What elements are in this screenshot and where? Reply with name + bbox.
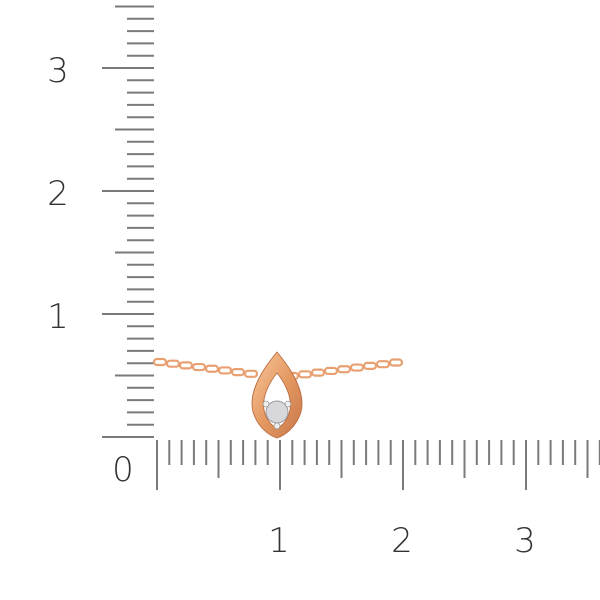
chain-link xyxy=(323,366,339,376)
chain-link xyxy=(217,366,233,375)
ruler-label-v2: 2 xyxy=(47,174,69,214)
chain-link xyxy=(178,361,194,370)
prong xyxy=(284,400,292,408)
ruler-label-v1: 1 xyxy=(47,297,69,337)
ruler-label-h2: 2 xyxy=(391,521,413,561)
chain-link xyxy=(349,363,365,372)
chain-link xyxy=(230,368,246,377)
ruler-label-h1: 1 xyxy=(268,521,290,561)
chain-link xyxy=(204,364,220,373)
chain-link xyxy=(362,361,378,370)
chain-link xyxy=(243,369,259,378)
chain-link xyxy=(388,358,404,367)
prong xyxy=(262,400,270,408)
chain-link xyxy=(165,359,181,368)
chain-link xyxy=(310,368,326,377)
diamond xyxy=(265,400,289,424)
chain xyxy=(152,357,404,381)
chain-link xyxy=(297,370,313,379)
chain-link xyxy=(191,362,207,372)
ruler-label-h3: 3 xyxy=(514,521,536,561)
ruler-label-v3: 3 xyxy=(47,51,69,91)
chain-link xyxy=(152,357,168,367)
vertical-ruler-ticks xyxy=(102,5,154,438)
necklace xyxy=(152,351,404,439)
horizontal-ruler-ticks xyxy=(156,440,600,490)
prong xyxy=(273,422,281,430)
chain-link xyxy=(336,365,352,374)
ruler-label-0: 0 xyxy=(112,450,134,490)
chain-link xyxy=(375,360,391,369)
